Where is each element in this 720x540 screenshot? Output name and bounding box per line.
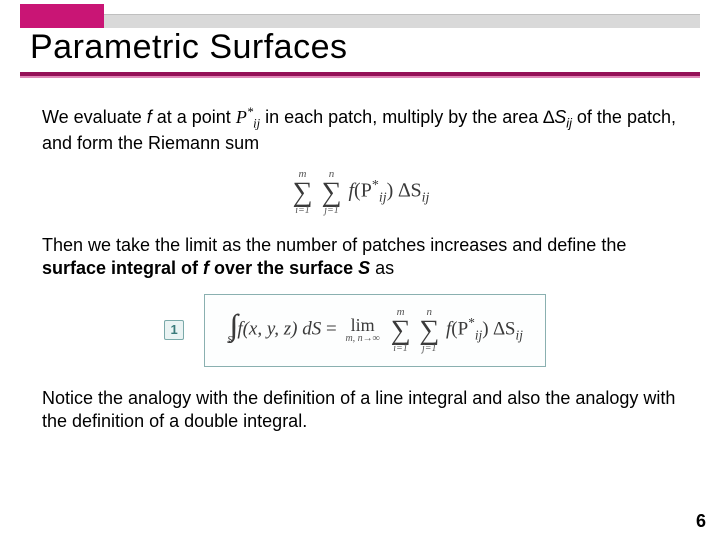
outer-sum: m ∑ i=1 [293,169,313,215]
double-integral: ∫∫ S [227,315,233,347]
bold-text: surface integral of [42,258,203,278]
paragraph-1: We evaluate f at a point P*ij in each pa… [42,104,678,155]
bold-S: S [358,258,370,278]
text: We evaluate [42,107,147,127]
inner-sum: n ∑ j=1 [322,169,342,215]
riemann-sum-formula: m ∑ i=1 n ∑ j=1 f(P*ij) ∆Sij [42,169,678,215]
limit: lim m, n→∞ [345,316,379,344]
page-number: 6 [696,511,706,532]
var-S: S [554,107,566,127]
title-underline-light [20,76,700,78]
paragraph-3: Notice the analogy with the definition o… [42,387,678,434]
surface-integral-definition: ∫∫ S f(x, y, z) dS = lim m, n→∞ m ∑ i=1 … [204,294,546,366]
term-close: ) ∆S [387,180,422,202]
outer-sum: m ∑ i=1 [391,307,411,353]
point-pij: P*ij [236,107,260,127]
header-gray-bar [104,14,700,28]
paragraph-2: Then we take the limit as the number of … [42,234,678,281]
slide-title: Parametric Surfaces [30,28,348,67]
text: as [370,258,394,278]
term-arg: (P [354,180,372,202]
accent-block [20,4,104,28]
inner-sum: n ∑ j=1 [419,307,439,353]
definition-row: 1 ∫∫ S f(x, y, z) dS = lim m, n→∞ m ∑ i=… [42,294,678,366]
bold-text: over the surface [209,258,358,278]
slide-body: We evaluate f at a point P*ij in each pa… [0,84,720,433]
text: at a point [152,107,236,127]
slide-header: Parametric Surfaces [0,0,720,84]
text: in each patch, multiply by the area ∆ [260,107,554,127]
equation-number-badge: 1 [164,320,184,340]
text: Then we take the limit as the number of … [42,235,626,255]
